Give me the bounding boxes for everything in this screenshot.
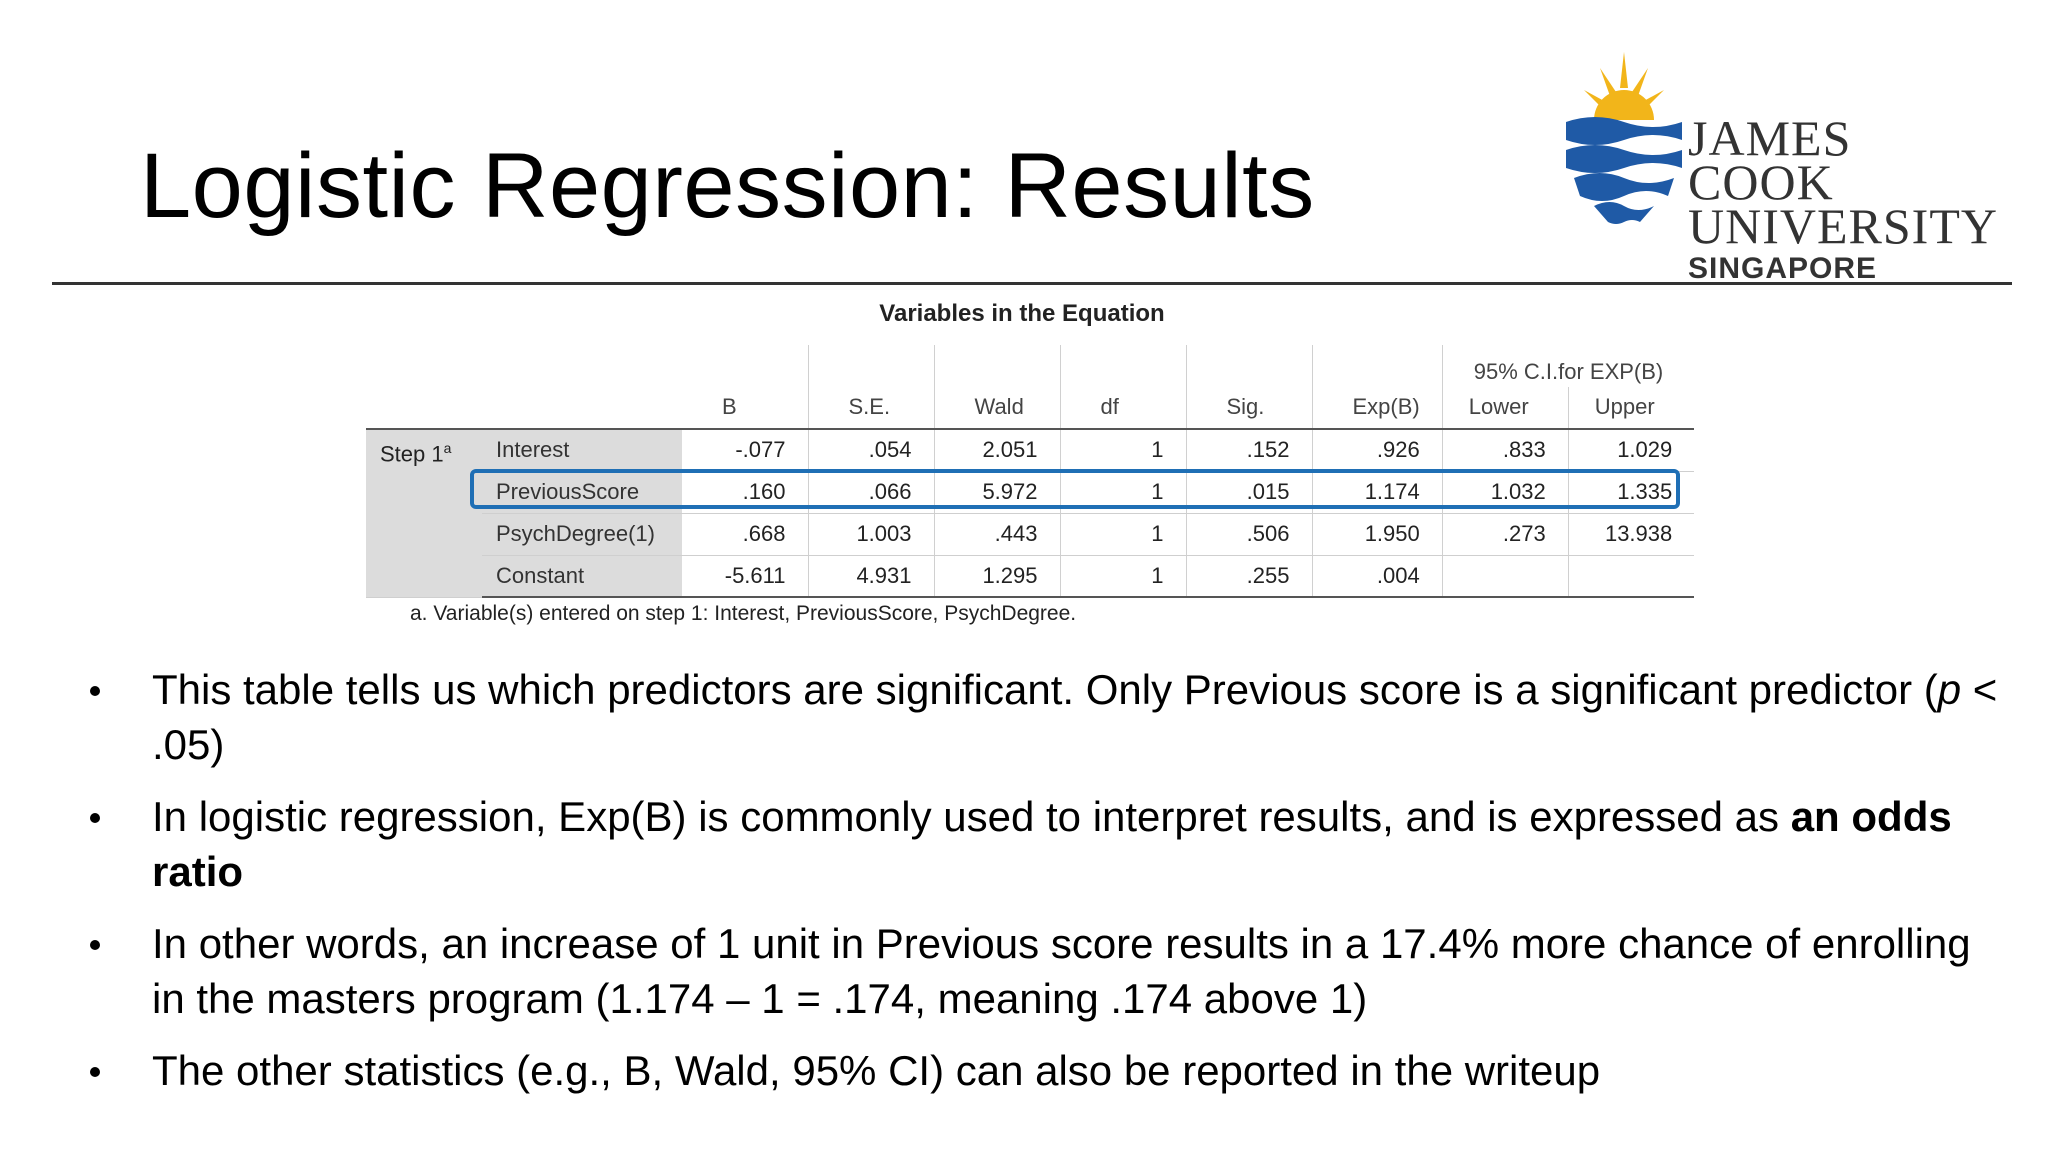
- bullet-text: < .05): [152, 666, 1998, 768]
- bullet-dot: [90, 686, 100, 696]
- bullet-item: The other statistics (e.g., B, Wald, 95%…: [80, 1043, 2000, 1098]
- table-cell: .152: [1185, 428, 1312, 472]
- table-cell: 4.931: [807, 555, 934, 598]
- table-row: Step 1a Interest -.077 .054 2.051 1 .152…: [366, 428, 1695, 598]
- row-label: Interest: [482, 428, 682, 472]
- table-cell: [1567, 555, 1695, 598]
- col-header: S.E.: [807, 387, 934, 429]
- table-cell: .273: [1441, 513, 1569, 556]
- logo-line-3: SINGAPORE: [1688, 252, 1878, 285]
- bullet-item: This table tells us which predictors are…: [80, 662, 2000, 772]
- table-cell: 13.938: [1567, 513, 1695, 556]
- table-cell: .255: [1185, 555, 1312, 598]
- col-header: Lower: [1441, 387, 1569, 429]
- table-cell: .833: [1441, 428, 1569, 472]
- row-label: PsychDegree(1): [482, 513, 682, 556]
- table-cell: .004: [1311, 555, 1443, 598]
- jcu-emblem-icon: [1566, 52, 1682, 224]
- row-label: Constant: [482, 555, 682, 598]
- table-cell: 1.003: [807, 513, 934, 556]
- table-row: PsychDegree(1) .668 1.003 .443 1 .506 1.…: [366, 513, 1695, 556]
- table-cell: .054: [807, 428, 934, 472]
- col-header: Exp(B): [1311, 387, 1443, 429]
- table-title: Variables in the Equation: [879, 300, 1165, 327]
- table-cell: -.077: [682, 428, 808, 472]
- table-cell: 1.950: [1311, 513, 1443, 556]
- table-cell: 2.051: [933, 428, 1060, 472]
- col-header: Sig.: [1185, 387, 1312, 429]
- slide-title: Logistic Regression: Results: [140, 135, 1315, 237]
- table-cell: .506: [1185, 513, 1312, 556]
- table-cell: [1441, 555, 1569, 598]
- logo-line-1: JAMES COOK: [1688, 110, 1852, 210]
- col-header: B: [722, 394, 737, 419]
- ci-header: 95% C.I.for EXP(B): [1441, 345, 1695, 387]
- bullet-text: In other words, an increase of 1 unit in…: [152, 920, 1971, 1022]
- table-cell: .926: [1311, 428, 1443, 472]
- variables-in-equation-table: 95% C.I.for EXP(B) B S.E. Wald df Sig. E…: [366, 345, 1695, 598]
- table-cell: 1: [1059, 513, 1186, 556]
- bullet-dot: [90, 813, 100, 823]
- bullet-item: In logistic regression, Exp(B) is common…: [80, 789, 2000, 899]
- step-label: Step 1a: [366, 428, 482, 598]
- logo-line-2: UNIVERSITY: [1688, 198, 1998, 254]
- bullet-italic: p: [1937, 666, 1962, 713]
- table-cell: .668: [682, 513, 808, 556]
- bullet-text: The other statistics (e.g., B, Wald, 95%…: [152, 1047, 1601, 1094]
- table-cell: .443: [933, 513, 1060, 556]
- table-cell: 1: [1059, 555, 1186, 598]
- jcu-logo: JAMES COOK UNIVERSITY SINGAPORE: [1560, 50, 2000, 285]
- bullet-bold: an odds ratio: [152, 793, 1952, 895]
- bullet-list: This table tells us which predictors are…: [80, 662, 2000, 1115]
- table-cell: 1.029: [1567, 428, 1695, 472]
- previousscore-highlight: [470, 469, 1680, 509]
- bullet-text: In logistic regression, Exp(B) is common…: [152, 793, 1791, 840]
- table-footnote: a. Variable(s) entered on step 1: Intere…: [410, 602, 1077, 625]
- col-header: Wald: [933, 387, 1060, 429]
- bullet-text: This table tells us which predictors are…: [152, 666, 1938, 713]
- table-row: Constant -5.611 4.931 1.295 1 .255 .004: [366, 555, 1695, 598]
- col-header: Upper: [1567, 387, 1695, 429]
- bullet-dot: [90, 1067, 100, 1077]
- bullet-dot: [90, 940, 100, 950]
- table-cell: -5.611: [682, 555, 808, 598]
- table-cell: 1.295: [933, 555, 1060, 598]
- table-cell: 1: [1059, 428, 1186, 472]
- title-divider: [52, 282, 2012, 285]
- bullet-item: In other words, an increase of 1 unit in…: [80, 916, 2000, 1026]
- col-header: df: [1059, 387, 1186, 429]
